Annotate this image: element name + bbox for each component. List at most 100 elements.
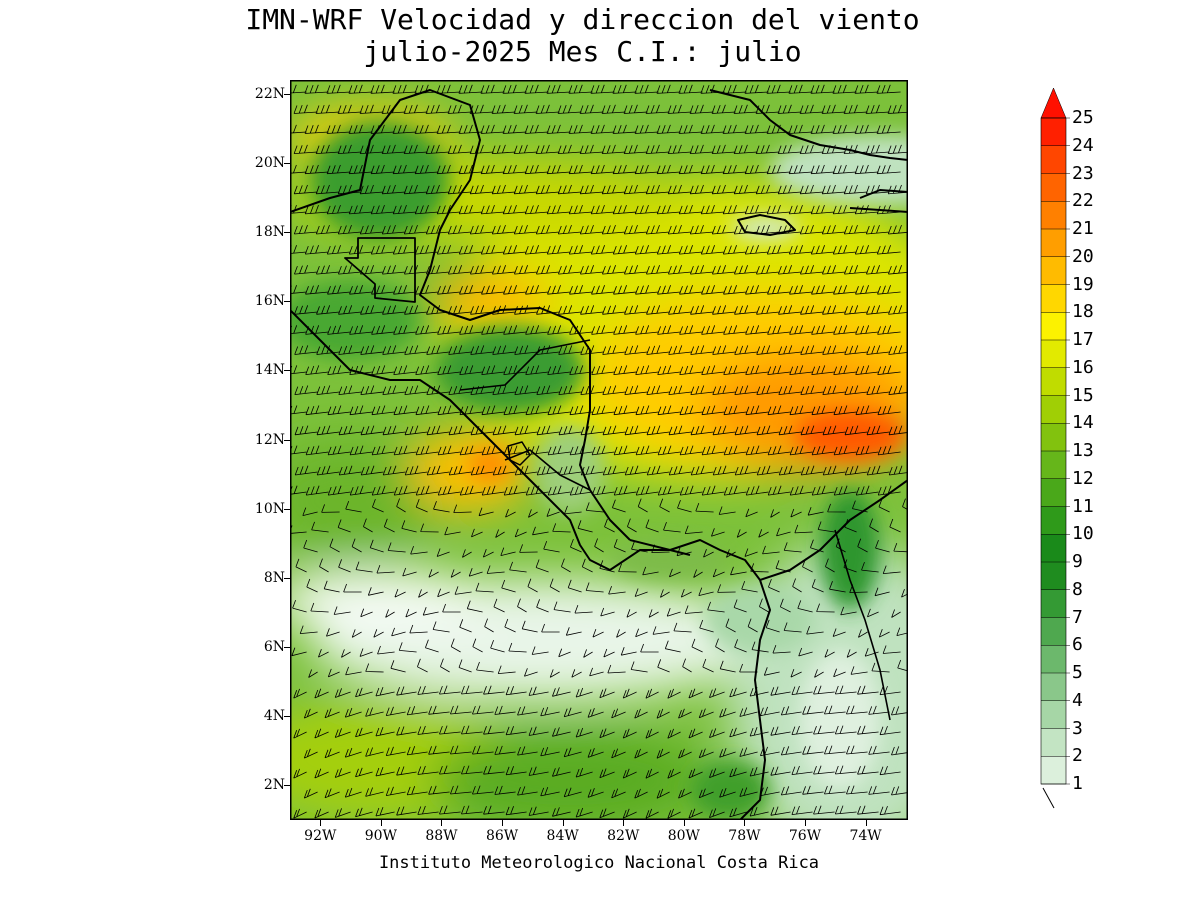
wind-barb: [343, 583, 362, 593]
wind-barb: [323, 580, 340, 593]
wind-barb: [888, 465, 908, 476]
wind-barb: [668, 345, 692, 355]
wind-barb: [360, 608, 373, 618]
lon-tick-mark: [683, 820, 685, 826]
wind-barb: [613, 445, 637, 456]
wind-barb: [454, 586, 472, 595]
wind-barb: [657, 285, 681, 295]
colorbar-level-label: 16: [1072, 356, 1094, 378]
lon-tick-label: 84W: [546, 828, 579, 844]
wind-barb: [790, 668, 802, 678]
wind-barb: [375, 766, 395, 777]
wind-barb: [750, 563, 769, 573]
wind-barb: [540, 706, 560, 717]
wind-barb: [290, 84, 307, 94]
wind-barb: [392, 164, 417, 175]
wind-barb: [304, 164, 329, 175]
wind-barb: [844, 385, 868, 395]
wind-barb: [338, 465, 362, 476]
wind-barb: [855, 325, 879, 335]
wind-barb: [888, 385, 908, 395]
wind-barb: [744, 124, 769, 134]
wind-barb: [712, 385, 736, 395]
wind-barb: [575, 767, 593, 778]
wind-barb: [528, 806, 549, 816]
wind-barb: [505, 509, 516, 518]
wind-barb: [866, 305, 890, 315]
wind-barb: [338, 425, 362, 436]
wind-barb: [623, 224, 648, 235]
colorbar-swatch: [1041, 534, 1066, 563]
wind-barb: [635, 485, 659, 496]
wind-barb: [314, 728, 329, 739]
wind-barb: [568, 164, 593, 175]
wind-barb: [719, 747, 736, 758]
wind-barb: [603, 648, 615, 658]
wind-barb: [403, 104, 428, 114]
wind-barb: [375, 726, 395, 737]
wind-barb: [611, 708, 626, 719]
wind-barb: [888, 305, 908, 315]
wind-barb: [756, 265, 780, 275]
wind-barb: [382, 425, 406, 436]
wind-barb: [502, 84, 527, 94]
wind-barb: [552, 523, 571, 533]
wind-barb: [475, 582, 494, 593]
wind-barb: [370, 164, 395, 175]
wind-barb: [680, 589, 692, 598]
wind-barb: [392, 124, 417, 134]
wind-barb: [642, 566, 659, 576]
map-panel: [290, 80, 908, 820]
wind-barb: [372, 498, 384, 513]
colorbar-level-label: 2: [1072, 745, 1083, 767]
wind-barb: [734, 425, 758, 436]
wind-barb: [733, 104, 758, 114]
wind-barb: [722, 164, 747, 175]
wind-barb: [553, 601, 571, 613]
wind-barb: [437, 405, 461, 416]
wind-barb: [679, 445, 703, 456]
wind-barb: [528, 726, 549, 736]
wind-barb: [470, 465, 494, 476]
wind-barb: [393, 325, 417, 335]
wind-barb: [612, 164, 637, 175]
wind-barb: [536, 599, 549, 613]
wind-barb: [602, 385, 626, 395]
wind-barb: [459, 405, 483, 416]
lat-tick-mark: [284, 508, 290, 510]
wind-barb: [370, 124, 395, 134]
wind-barb: [810, 539, 824, 553]
wind-barb: [833, 668, 846, 678]
wind-barb: [690, 385, 714, 395]
wind-barb: [811, 485, 835, 496]
wind-barb: [385, 706, 406, 716]
wind-barb: [877, 485, 901, 496]
wind-barb: [536, 265, 560, 275]
wind-barb: [590, 245, 615, 255]
colorbar-level-label: 9: [1072, 551, 1083, 572]
wind-barb: [293, 184, 318, 195]
lon-tick-mark: [502, 820, 504, 826]
wind-barb: [302, 507, 318, 516]
wind-barb: [770, 686, 791, 696]
wind-barb: [657, 365, 681, 375]
wind-barb: [461, 725, 483, 735]
wind-barb: [833, 445, 857, 456]
wind-barb: [824, 785, 846, 795]
wind-barb: [316, 345, 340, 355]
wind-barb: [789, 365, 813, 375]
wind-barb: [657, 405, 681, 416]
wind-barb: [338, 345, 362, 355]
wind-barb: [558, 648, 571, 658]
wind-barb: [466, 600, 483, 613]
wind-barb: [599, 560, 615, 573]
wind-barb: [749, 727, 769, 737]
wind-barb: [645, 768, 659, 779]
wind-barb: [749, 767, 769, 777]
wind-barb: [303, 788, 318, 799]
wind-barb: [626, 609, 637, 618]
wind-barb: [447, 144, 472, 154]
wind-barb: [756, 305, 780, 315]
wind-barb: [843, 559, 857, 573]
wind-barb: [305, 325, 329, 335]
